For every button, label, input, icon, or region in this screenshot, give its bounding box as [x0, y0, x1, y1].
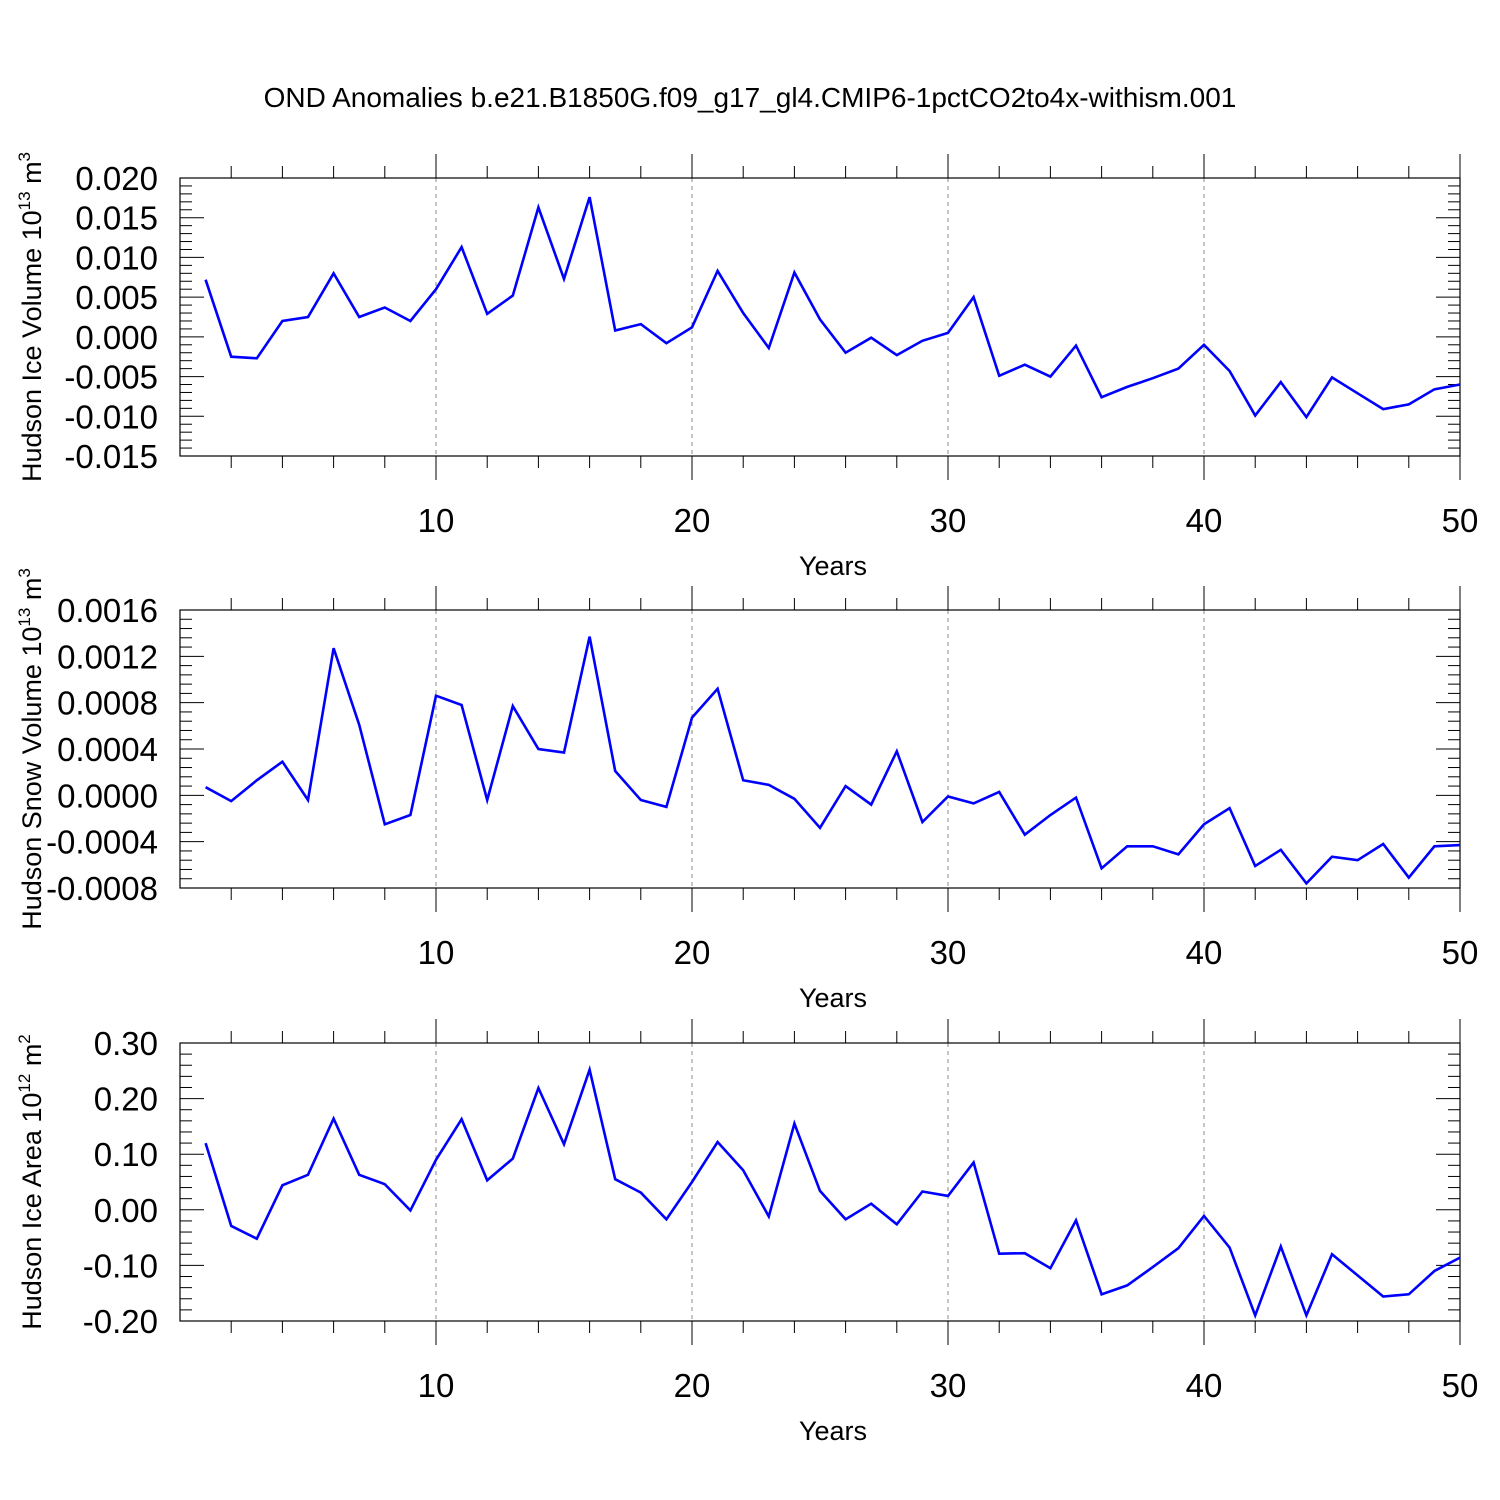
y-axis-label: Hudson Ice Volume 1013 m3 [15, 152, 47, 482]
y-tick-label: -0.0004 [46, 824, 158, 861]
x-tick-label: 50 [1442, 1367, 1479, 1404]
y-tick-label: 0.000 [75, 319, 158, 356]
y-tick-label: 0.020 [75, 160, 158, 197]
y-tick-label: 0.0016 [57, 592, 158, 629]
x-tick-label: 20 [674, 934, 711, 971]
y-tick-label: 0.0008 [57, 685, 158, 722]
plot-frame [179, 1042, 1461, 1322]
x-tick-label: 20 [674, 502, 711, 539]
y-tick-label: 0.30 [94, 1025, 158, 1062]
x-tick-label: 40 [1186, 502, 1223, 539]
y-tick-label: -0.015 [64, 438, 158, 475]
y-tick-label: -0.005 [64, 359, 158, 396]
x-tick-label: 20 [674, 1367, 711, 1404]
x-tick-label: 40 [1186, 934, 1223, 971]
y-tick-label: 0.0004 [57, 731, 158, 768]
x-tick-label: 30 [930, 502, 967, 539]
y-tick-label: 0.010 [75, 239, 158, 276]
series-line [204, 196, 1461, 420]
y-tick-label: 0.005 [75, 279, 158, 316]
y-tick-label: 0.00 [94, 1192, 158, 1229]
y-tick-label: 0.015 [75, 200, 158, 237]
y-tick-label: -0.010 [64, 398, 158, 435]
plot-frame [179, 609, 1461, 889]
x-axis-label: Years [799, 1416, 867, 1446]
y-axis-label: Hudson Snow Volume 1013 m3 [15, 568, 47, 930]
x-axis-label: Years [799, 983, 867, 1013]
x-tick-label: 50 [1442, 934, 1479, 971]
x-tick-label: 40 [1186, 1367, 1223, 1404]
x-tick-label: 10 [418, 502, 455, 539]
series-line [204, 1065, 1461, 1320]
y-tick-label: -0.20 [83, 1303, 158, 1340]
x-tick-label: 30 [930, 934, 967, 971]
panel-3: 0.30 0.20 0.10 0.00 -0.10 -0.20 10 20 30 40 50 Year… [15, 1019, 1478, 1446]
y-tick-label: -0.10 [83, 1247, 158, 1284]
figure-title: OND Anomalies b.e21.B1850G.f09_g17_gl4.C… [264, 82, 1237, 113]
plot-frame [179, 177, 1461, 457]
panel-1: 0.0200.0150.0100.0050.000-0.005-0.010-0.… [15, 152, 1478, 581]
series-line [204, 636, 1461, 886]
x-tick-label: 50 [1442, 502, 1479, 539]
y-tick-label: 0.10 [94, 1136, 158, 1173]
y-axis-label: Hudson Ice Area 1012 m2 [15, 1034, 47, 1330]
y-tick-label: 0.0012 [57, 638, 158, 675]
y-tick-label: 0.0000 [57, 777, 158, 814]
x-axis-label: Years [799, 551, 867, 581]
x-tick-label: 10 [418, 934, 455, 971]
panel-2: 0.0016 0.0012 0.0008 0.0004 0.0000 -0.0004 -0.… [15, 568, 1478, 1013]
x-tick-label: 30 [930, 1367, 967, 1404]
x-tick-label: 10 [418, 1367, 455, 1404]
y-tick-label: -0.0008 [46, 870, 158, 907]
y-tick-label: 0.20 [94, 1081, 158, 1118]
panels: 0.0200.0150.0100.0050.000-0.005-0.010-0.… [15, 152, 1478, 1446]
